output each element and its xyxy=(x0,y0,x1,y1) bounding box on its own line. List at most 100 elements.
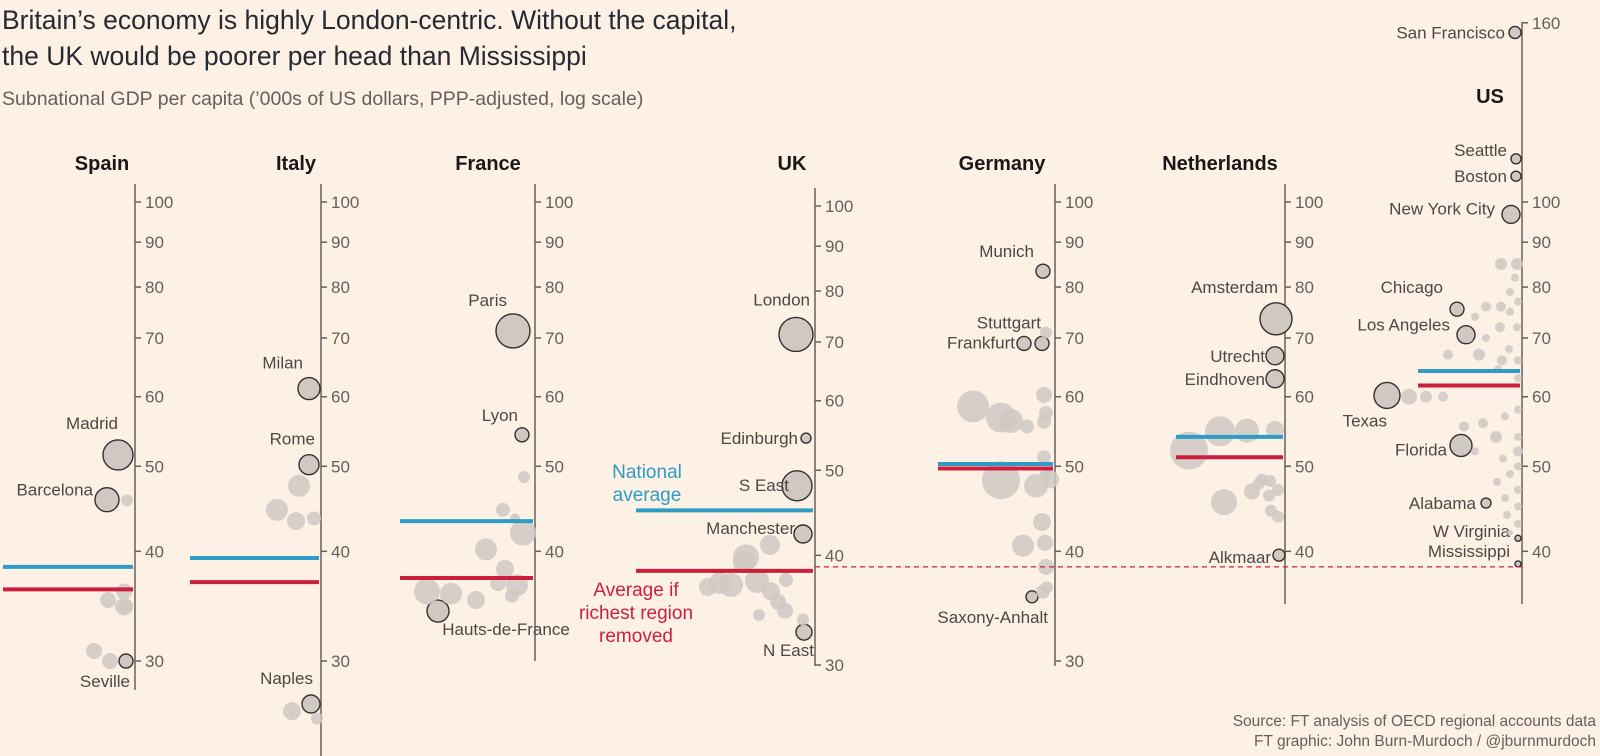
region-label: Naples xyxy=(260,669,313,688)
region-dot xyxy=(1506,469,1514,478)
region-dot xyxy=(1272,483,1284,496)
tick-label: 80 xyxy=(1295,278,1314,297)
region-label: New York City xyxy=(1389,199,1495,218)
region-dot xyxy=(1471,447,1479,456)
tick-label: 100 xyxy=(545,193,573,212)
region-dot xyxy=(288,474,310,497)
region-label: Chicago xyxy=(1381,278,1443,297)
region-dot xyxy=(440,582,462,605)
chart-title: Britain’s economy is highly London-centr… xyxy=(2,2,902,74)
panel-germany: Germany 30 40 50 60 70 80 90 100 Munich StuttgartF… xyxy=(937,153,1093,671)
tick-label: 50 xyxy=(1295,457,1314,476)
region-label: N East xyxy=(763,641,814,660)
region-bubble xyxy=(102,439,134,471)
region-bubble xyxy=(118,653,134,669)
source-line: Source: FT analysis of OECD regional acc… xyxy=(1232,713,1596,730)
region-dot xyxy=(266,498,288,521)
tick-label: 30 xyxy=(1065,652,1084,671)
region-label: Madrid xyxy=(66,414,118,433)
tick-label: 50 xyxy=(145,457,164,476)
region-bubble xyxy=(781,470,813,502)
region-label: Lyon xyxy=(482,406,518,425)
region-dot xyxy=(311,712,323,725)
region-dot xyxy=(797,613,809,626)
region-dot xyxy=(115,597,133,616)
legend-average-without-richest: richest region xyxy=(579,603,693,624)
region-bubble xyxy=(1265,346,1285,366)
tick-label: 60 xyxy=(545,388,564,407)
region-dot xyxy=(779,572,793,587)
region-dot xyxy=(1401,388,1417,405)
region-dot xyxy=(760,534,780,555)
region-label: Hauts-de-France xyxy=(442,620,570,639)
region-dot xyxy=(1478,418,1488,429)
region-dot xyxy=(1463,332,1473,343)
tick-label: 90 xyxy=(145,233,164,252)
region-dot xyxy=(1020,419,1034,434)
region-bubble xyxy=(1510,170,1522,182)
region-label: Paris xyxy=(468,291,507,310)
region-dot xyxy=(496,559,514,578)
panel-title: Germany xyxy=(959,153,1047,175)
tick-label: 70 xyxy=(1295,329,1314,348)
region-dot xyxy=(1506,287,1514,296)
tick-label: 90 xyxy=(1065,233,1084,252)
region-bubble xyxy=(793,524,813,544)
region-dot xyxy=(307,511,321,526)
region-dot xyxy=(116,583,132,600)
tick-label: 90 xyxy=(331,233,350,252)
region-bubble xyxy=(1449,301,1465,317)
region-label: Stuttgart xyxy=(977,313,1042,332)
region-dot xyxy=(1256,473,1268,486)
region-dot xyxy=(1495,322,1505,333)
panel-netherlands: Netherlands 40 50 60 70 80 90 100 Amsterdam Utrec… xyxy=(1162,153,1323,604)
tick-label: 50 xyxy=(545,457,564,476)
region-bubble xyxy=(1016,335,1032,352)
region-bubble xyxy=(1449,433,1473,458)
region-dot xyxy=(121,494,133,507)
region-dot xyxy=(777,602,793,619)
region-label: Seattle xyxy=(1454,141,1507,160)
region-dot xyxy=(1514,519,1522,528)
region-bubble xyxy=(495,313,531,349)
tick-label: 80 xyxy=(825,282,844,301)
panel-title: Italy xyxy=(276,153,317,175)
region-dot xyxy=(1505,345,1513,354)
region-dot xyxy=(1443,349,1453,360)
region-dot xyxy=(1513,323,1521,332)
region-bubble xyxy=(301,694,321,714)
region-label: Texas xyxy=(1343,411,1387,430)
tick-label: 80 xyxy=(331,278,350,297)
region-dot xyxy=(699,578,717,597)
region-dot xyxy=(467,591,485,610)
region-dot xyxy=(287,512,305,531)
legend-average-without-richest: removed xyxy=(599,626,673,647)
tick-label: 40 xyxy=(825,546,844,565)
tick-label: 70 xyxy=(1065,329,1084,348)
region-dot xyxy=(1266,420,1284,439)
region-bubble xyxy=(800,432,812,444)
tick-label: 60 xyxy=(145,388,164,407)
region-dot xyxy=(1473,348,1485,361)
region-dot xyxy=(1038,558,1054,575)
region-dot xyxy=(1496,301,1506,312)
region-dot xyxy=(475,538,497,561)
tick-label: 70 xyxy=(545,329,564,348)
region-dot xyxy=(414,578,440,605)
chart-title-line: the UK would be poorer per head than Mis… xyxy=(2,41,587,71)
tick-label: 90 xyxy=(825,237,844,256)
region-label: London xyxy=(753,290,810,309)
region-bubble xyxy=(426,599,450,623)
region-dot xyxy=(1514,297,1522,306)
region-bubble xyxy=(1501,204,1521,225)
region-dot xyxy=(100,592,116,609)
region-label: Amsterdam xyxy=(1191,278,1278,297)
legend-average-without-richest: Average if xyxy=(593,580,679,601)
region-dot xyxy=(1471,312,1479,321)
region-dot xyxy=(1235,418,1259,443)
chart-title-line: Britain’s economy is highly London-centr… xyxy=(2,5,737,35)
region-dot xyxy=(1514,405,1522,414)
region-dot xyxy=(1040,326,1052,339)
panel-title: Netherlands xyxy=(1162,153,1278,175)
region-bubble xyxy=(1265,369,1285,389)
